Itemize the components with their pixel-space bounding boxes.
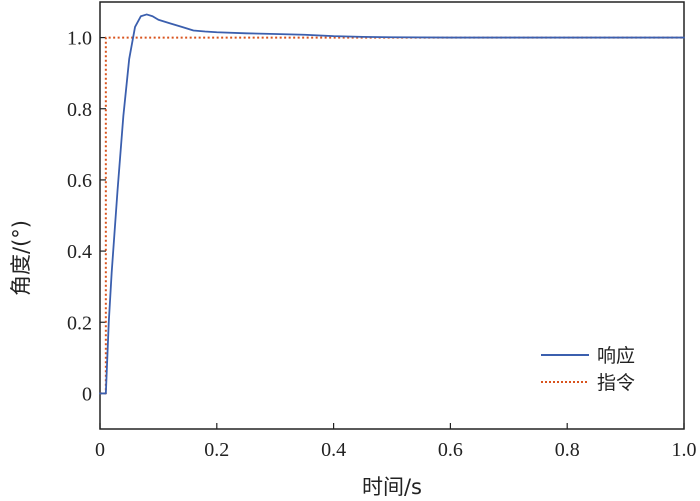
legend: 响应 指令	[541, 345, 635, 394]
x-axis: 0 0.2 0.4 0.6 0.8 1.0	[95, 423, 697, 461]
x-tick-label: 1.0	[672, 439, 697, 461]
series-line-response	[99, 13, 685, 395]
series-layer	[99, 13, 685, 395]
x-tick-label: 0.2	[204, 439, 229, 461]
x-tick-label: 0.4	[321, 439, 346, 461]
y-tick-label: 0.8	[67, 99, 92, 121]
x-tick-label: 0.6	[438, 439, 463, 461]
plot-area-frame	[99, 1, 685, 430]
y-tick-label: 1.0	[67, 28, 92, 50]
x-tick-label: 0	[95, 439, 105, 461]
y-tick-label: 0.2	[67, 312, 92, 334]
y-tick-label: 0	[82, 383, 92, 405]
legend-label-command: 指令	[597, 372, 635, 394]
y-axis: 0 0.2 0.4 0.6 0.8 1.0	[67, 28, 106, 405]
y-axis-title: 角度/(°)	[9, 220, 33, 296]
x-axis-title: 时间/s	[362, 475, 422, 499]
y-tick-label: 0.6	[67, 170, 92, 192]
series-line-command	[100, 36, 684, 395]
legend-label-response: 响应	[597, 345, 635, 367]
x-tick-label: 0.8	[555, 439, 580, 461]
y-tick-label: 0.4	[67, 241, 92, 263]
